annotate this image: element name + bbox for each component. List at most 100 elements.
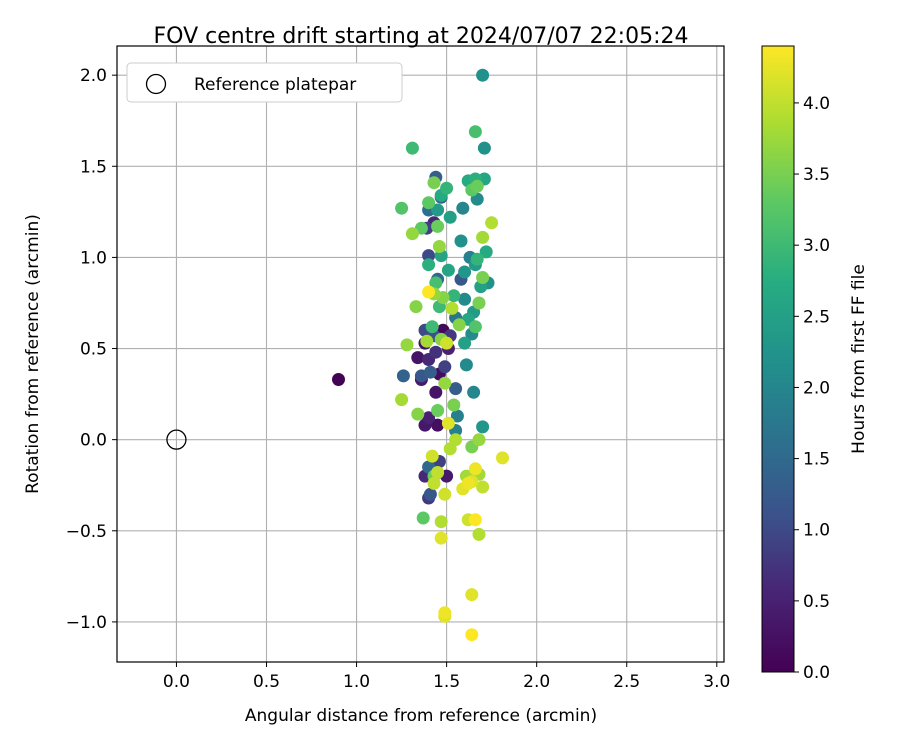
data-point [429,345,443,359]
y-tick-label: 0.5 [80,340,107,360]
data-point [395,201,409,215]
data-point [438,360,452,374]
data-point [432,240,446,253]
data-point [427,476,441,490]
x-tick-label: 1.0 [343,672,370,692]
y-tick-label: −0.5 [66,522,107,542]
data-point [422,196,436,210]
legend-marker-icon [145,73,167,95]
legend-label: Reference platepar [194,75,356,95]
x-tick-label: 0.5 [253,672,280,692]
data-point [395,393,409,407]
colorbar-tick-label: 4.0 [803,94,830,114]
data-point [438,487,452,501]
data-point [496,451,509,465]
data-point [411,407,425,421]
data-point [431,466,445,479]
data-point [479,245,493,259]
data-point [400,338,414,352]
data-point [485,216,499,230]
y-tick-label: 1.0 [80,248,107,268]
data-point [461,476,475,490]
data-point [476,68,490,82]
data-point [477,141,491,155]
data-point [423,487,437,501]
x-axis-label: Angular distance from reference (arcmin) [245,706,597,726]
data-point [468,462,482,476]
data-point [438,376,452,390]
data-point [431,203,445,217]
data-point [470,252,484,266]
data-point [416,511,430,525]
colorbar-tick-label: 0.5 [803,592,830,612]
grid-lines [117,46,724,662]
data-point [425,320,439,334]
legend: Reference platepar [126,62,403,103]
y-tick-label: 0.0 [80,431,107,451]
data-point [420,334,434,348]
data-point [396,369,410,383]
data-point [422,411,436,425]
data-point [434,515,448,529]
data-point [431,418,445,432]
colorbar-tick-label: 3.5 [803,165,830,185]
data-point [447,289,461,303]
data-point [476,420,490,434]
reference-layer [166,429,187,450]
data-point [422,249,436,263]
data-point [456,201,470,215]
data-point [441,263,455,277]
x-tick-label: 1.5 [433,672,460,692]
colorbar-tick-label: 0.0 [803,663,830,683]
data-point [443,442,457,456]
data-point [454,234,468,248]
data-point [476,230,490,244]
x-tick-label: 0.0 [163,672,190,692]
y-tick-label: 1.5 [80,157,107,177]
data-point [465,628,479,642]
y-tick-label: 2.0 [80,66,107,86]
y-axis-label: Rotation from reference (arcmin) [23,214,43,494]
data-point [405,141,419,155]
x-tick-label: 2.5 [613,672,640,692]
y-tick-label: −1.0 [66,613,107,633]
data-point [476,480,490,494]
colorbar-tick-label: 3.0 [803,236,830,256]
colorbar-tick-label: 2.0 [803,378,830,398]
data-point [450,409,464,423]
data-point [468,320,482,334]
data-point [449,382,463,396]
data-point [458,292,472,306]
data-point [472,296,486,310]
data-point [447,398,461,412]
data-points [332,68,509,642]
data-point [440,181,454,195]
chart-title: FOV centre drift starting at 2024/07/07 … [154,24,689,49]
data-point [472,527,486,541]
data-point [470,179,484,193]
data-point [423,365,437,379]
colorbar [761,45,795,673]
data-point [422,258,436,272]
data-point [443,210,457,224]
data-point [429,276,443,290]
data-point [438,606,452,620]
data-point [458,336,472,350]
data-point [409,300,423,314]
colorbar-ticks: 0.0 0.5 1.0 1.5 2.0 2.5 3.0 3.5 4.0 [794,94,830,683]
data-point [467,385,481,399]
data-point [441,416,455,430]
data-point [452,318,466,332]
data-point [427,176,441,190]
data-point [422,285,436,299]
data-point [434,531,448,545]
colorbar-tick-label: 2.5 [803,307,830,327]
plot-frame [116,45,725,663]
data-point [468,125,482,139]
data-point [405,227,419,241]
data-point [431,219,445,233]
colorbar-label: Hours from first FF file [849,264,869,454]
data-point [332,373,345,386]
y-axis-ticks: −1.0 −0.5 0.0 0.5 1.0 1.5 2.0 [66,66,117,633]
